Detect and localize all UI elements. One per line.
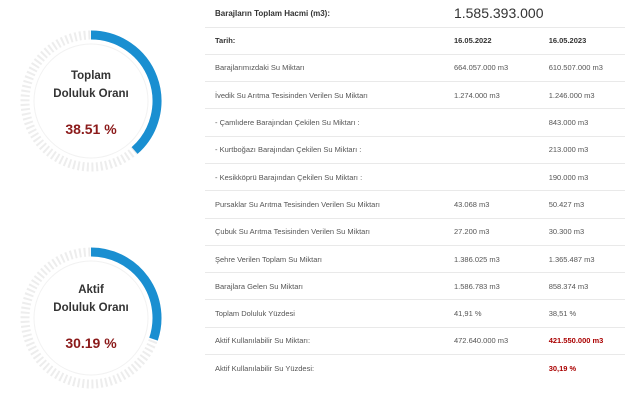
- row-label: - Kesikköprü Barajından Çekilen Su Mikta…: [205, 162, 444, 191]
- table-row: - Çamlıdere Barajından Çekilen Su Miktar…: [205, 108, 625, 137]
- date-label: Tarih:: [205, 26, 444, 55]
- table-row: Toplam Doluluk Yüzdesi 41,91 % 38,51 %: [205, 299, 625, 328]
- table-row: Aktif Kullanılabilir Su Yüzdesi: 30,19 %: [205, 354, 625, 382]
- row-label: Toplam Doluluk Yüzdesi: [205, 299, 444, 328]
- gauge-fill-arc: [90, 30, 162, 154]
- row-value-2022: 1.586.783 m3: [443, 272, 539, 300]
- row-value-2023: 30.300 m3: [538, 217, 625, 246]
- row-value-2022: 1.274.000 m3: [443, 81, 539, 109]
- row-value-2022: [443, 108, 539, 137]
- total-volume-row: Barajların Toplam Hacmi (m3): 1.585.393.…: [205, 0, 625, 27]
- active-gauge-value: 30.19 %: [65, 335, 117, 351]
- row-value-2023: 858.374 m3: [538, 272, 625, 300]
- row-label: Aktif Kullanılabilir Su Yüzdesi:: [205, 354, 444, 382]
- total-fill-gauge: Toplam Doluluk Oranı 38.51 %: [16, 26, 166, 176]
- row-value-2022: 472.640.000 m3: [443, 326, 539, 355]
- row-label: Çubuk Su Arıtma Tesisinden Verilen Su Mi…: [205, 217, 444, 246]
- row-value-2023: 1.365.487 m3: [538, 244, 625, 273]
- table-row: Pursaklar Su Arıtma Tesisinden Verilen S…: [205, 190, 625, 219]
- row-value-2023: 50.427 m3: [538, 190, 625, 219]
- gauge-label-line1: Toplam: [70, 70, 112, 82]
- row-value-2023: 421.550.000 m3: [538, 326, 625, 355]
- row-value-2022: 1.386.025 m3: [443, 244, 539, 273]
- row-value-2022: 41,91 %: [443, 299, 539, 328]
- row-value-2023: 190.000 m3: [538, 162, 625, 191]
- row-value-2022: [443, 354, 539, 382]
- date-header-row: Tarih: 16.05.2022 16.05.2023: [205, 26, 625, 55]
- table-row: Barajlarımızdaki Su Miktarı 664.057.000 m…: [205, 53, 625, 82]
- row-value-2023: 30,19 %: [538, 354, 625, 382]
- row-value-2023: 38,51 %: [538, 299, 625, 328]
- row-value-2023: 213.000 m3: [538, 135, 625, 164]
- active-fill-gauge: Aktif Doluluk Oranı 30.19 %: [16, 243, 166, 393]
- gauge-inner-ring: [33, 260, 149, 376]
- dam-statistics-table: Barajların Toplam Hacmi (m3): 1.585.393.…: [205, 0, 625, 382]
- table-row: - Kesikköprü Barajından Çekilen Su Mikta…: [205, 162, 625, 191]
- table-row: Şehre Verilen Toplam Su Miktarı 1.386.025…: [205, 244, 625, 273]
- total-gauge-value: 38.51 %: [65, 121, 117, 137]
- row-value-2023: 1.246.000 m3: [538, 81, 625, 109]
- total-gauge-label: Toplam Doluluk Oranı: [16, 67, 166, 103]
- row-label: Aktif Kullanılabilir Su Miktarı:: [205, 326, 444, 355]
- table-row: Barajlara Gelen Su Miktarı 1.586.783 m3 85…: [205, 272, 625, 300]
- gauge-inner-ring: [33, 43, 149, 159]
- row-label: Şehre Verilen Toplam Su Miktarı: [205, 244, 444, 273]
- row-value-2022: 27.200 m3: [443, 217, 539, 246]
- gauge-label-line2: Doluluk Oranı: [53, 302, 129, 314]
- row-value-2022: 664.057.000 m3: [443, 53, 539, 82]
- row-value-2022: 43.068 m3: [443, 190, 539, 219]
- date-column-2: 16.05.2023: [538, 26, 625, 55]
- table-row: Çubuk Su Arıtma Tesisinden Verilen Su Mi…: [205, 217, 625, 246]
- row-label: - Çamlıdere Barajından Çekilen Su Miktar…: [205, 108, 444, 137]
- gauge-label-line2: Doluluk Oranı: [53, 88, 129, 100]
- row-value-2022: [443, 162, 539, 191]
- row-label: - Kurtboğazı Barajından Çekilen Su Mikta…: [205, 135, 444, 164]
- table-row: Aktif Kullanılabilir Su Miktarı: 472.640.…: [205, 326, 625, 355]
- total-volume-value: 1.585.393.000: [453, 5, 544, 22]
- row-label: Barajlara Gelen Su Miktarı: [205, 272, 444, 300]
- row-value-2023: 843.000 m3: [538, 108, 625, 137]
- table-row: - Kurtboğazı Barajından Çekilen Su Mikta…: [205, 135, 625, 164]
- date-column-1: 16.05.2022: [443, 26, 539, 55]
- active-gauge-label: Aktif Doluluk Oranı: [16, 281, 166, 317]
- gauge-label-line1: Aktif: [78, 284, 104, 296]
- table-row: İvedik Su Arıtma Tesisinden Verilen Su M…: [205, 81, 625, 109]
- row-label: Barajlarımızdaki Su Miktarı: [205, 53, 444, 82]
- total-volume-label: Barajların Toplam Hacmi (m3):: [215, 8, 330, 18]
- row-value-2022: [443, 135, 539, 164]
- active-gauge-ring: [20, 247, 162, 389]
- total-gauge-ring: [20, 30, 162, 172]
- gauge-fill-arc: [90, 247, 162, 341]
- row-label: İvedik Su Arıtma Tesisinden Verilen Su M…: [205, 81, 444, 109]
- row-label: Pursaklar Su Arıtma Tesisinden Verilen S…: [205, 190, 444, 219]
- row-value-2023: 610.507.000 m3: [538, 53, 625, 82]
